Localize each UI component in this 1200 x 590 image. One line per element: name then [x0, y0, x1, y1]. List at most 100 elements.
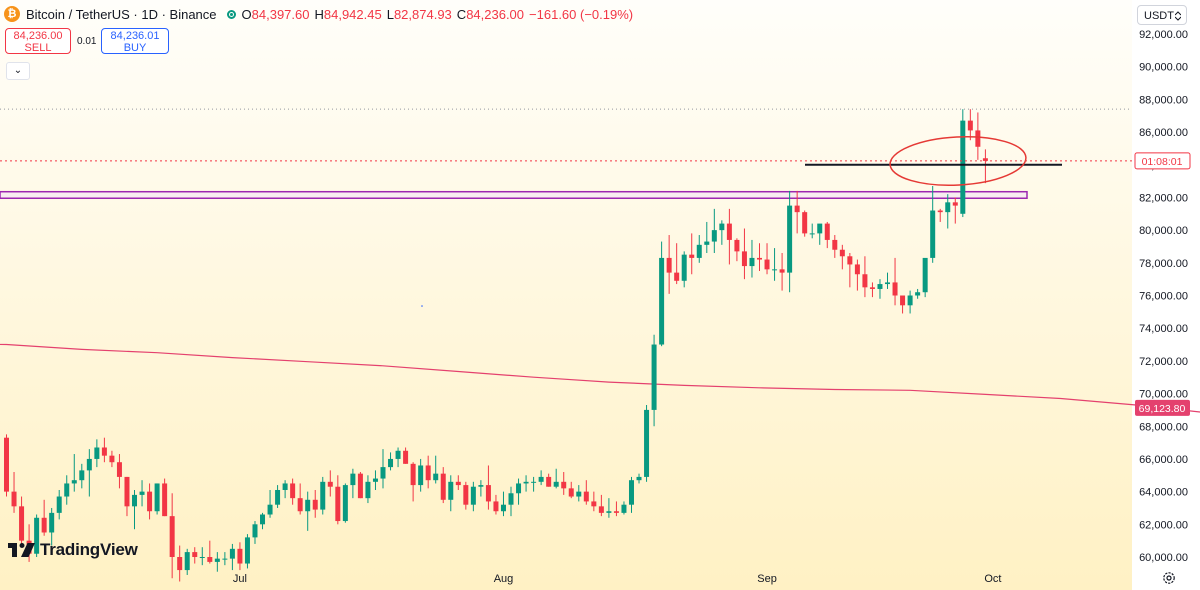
candle-body: [568, 488, 574, 497]
candle-body: [854, 264, 860, 275]
candle: [380, 449, 386, 489]
candle: [267, 489, 273, 518]
x-axis[interactable]: Jul Aug Sep Oct: [233, 573, 1002, 585]
candle: [817, 223, 823, 245]
candle: [839, 244, 845, 270]
sell-button[interactable]: 84,236.00 SELL: [5, 28, 71, 54]
candle-body: [711, 230, 717, 242]
buy-price: 84,236.01: [110, 30, 160, 42]
low-value: 82,874.93: [393, 6, 452, 22]
bitcoin-icon: ₿: [4, 6, 20, 22]
candle-body: [937, 210, 943, 213]
candle: [531, 476, 537, 492]
candle-body: [124, 476, 130, 507]
candle: [132, 489, 138, 530]
candle: [147, 483, 153, 520]
candle: [598, 494, 604, 517]
candle-body: [666, 257, 672, 273]
symbol-title[interactable]: Bitcoin / TetherUS · 1D · Binance: [26, 6, 217, 22]
gear-icon[interactable]: [1162, 571, 1176, 585]
candle: [455, 475, 461, 490]
candle-body: [877, 284, 883, 289]
candle-body: [817, 223, 823, 234]
candle: [704, 221, 710, 254]
candle: [764, 243, 770, 275]
buy-button[interactable]: 84,236.01 BUY: [101, 28, 169, 54]
candle-body: [229, 548, 235, 559]
candle-body: [275, 489, 281, 505]
y-tick-label: 78,000.00: [1139, 258, 1188, 270]
candle: [824, 221, 830, 249]
candle: [56, 489, 62, 520]
candle-body: [892, 282, 898, 296]
y-tick-label: 64,000.00: [1139, 487, 1188, 499]
candle-body: [689, 254, 695, 258]
candle: [478, 480, 484, 497]
moving-average: [0, 343, 1200, 413]
close-value: 84,236.00: [466, 6, 525, 22]
candle-body: [500, 504, 506, 512]
candle: [41, 499, 47, 536]
candle-body: [915, 292, 921, 296]
candle-body: [741, 251, 747, 267]
candle-body: [440, 473, 446, 500]
candle: [116, 454, 122, 489]
candle-body: [86, 458, 92, 471]
price-labels: 01:08:01 69,123.80: [1134, 152, 1191, 416]
candle: [327, 470, 333, 497]
candle: [207, 540, 213, 564]
spread-value: 0.01: [77, 36, 97, 47]
candle: [726, 208, 732, 265]
candle: [907, 290, 913, 314]
candle: [184, 548, 190, 575]
candle-body: [621, 504, 627, 513]
tradingview-logo[interactable]: TradingView: [8, 540, 138, 560]
y-tick-label: 68,000.00: [1139, 421, 1188, 433]
candle: [794, 190, 800, 234]
candle: [922, 257, 928, 298]
candle: [681, 251, 687, 288]
candle: [79, 463, 85, 489]
candle-body: [222, 558, 228, 560]
candle: [305, 491, 311, 531]
tradingview-logo-icon: [8, 543, 35, 557]
y-tick-label: 74,000.00: [1139, 323, 1188, 335]
candle-body: [651, 344, 657, 410]
chart-legend: ₿ Bitcoin / TetherUS · 1D · Binance O 84…: [4, 4, 633, 24]
candle-body: [862, 274, 868, 288]
candle: [636, 473, 642, 484]
change-value: −161.60 (−0.19%): [529, 6, 634, 22]
candle-body: [628, 480, 634, 505]
y-tick-label: 62,000.00: [1139, 519, 1188, 531]
candle: [915, 288, 921, 299]
y-tick-label: 82,000.00: [1139, 192, 1188, 204]
candle: [154, 483, 160, 515]
candle-body: [659, 257, 665, 345]
candle-body: [184, 552, 190, 571]
market-status-icon[interactable]: [226, 9, 236, 19]
candle-body: [252, 524, 258, 538]
candle-body: [809, 233, 815, 235]
candle: [847, 253, 853, 288]
candle-body: [982, 158, 988, 161]
candle-body: [470, 486, 476, 505]
candle: [101, 437, 107, 463]
candle: [711, 208, 717, 254]
candle-body: [237, 548, 243, 564]
candle: [982, 149, 988, 184]
candle-body: [772, 269, 778, 271]
annotation-circle: [889, 136, 1027, 186]
currency-select[interactable]: USDT: [1137, 5, 1187, 25]
candle: [485, 465, 491, 510]
candle-body: [538, 476, 544, 482]
candle: [621, 501, 627, 515]
candle: [885, 272, 891, 289]
candle: [508, 486, 514, 517]
candle: [433, 455, 439, 484]
candle: [892, 257, 898, 306]
currency-label: USDT: [1144, 10, 1174, 22]
y-tick-label: 66,000.00: [1139, 454, 1188, 466]
collapse-legend-button[interactable]: ⌄: [6, 62, 30, 80]
